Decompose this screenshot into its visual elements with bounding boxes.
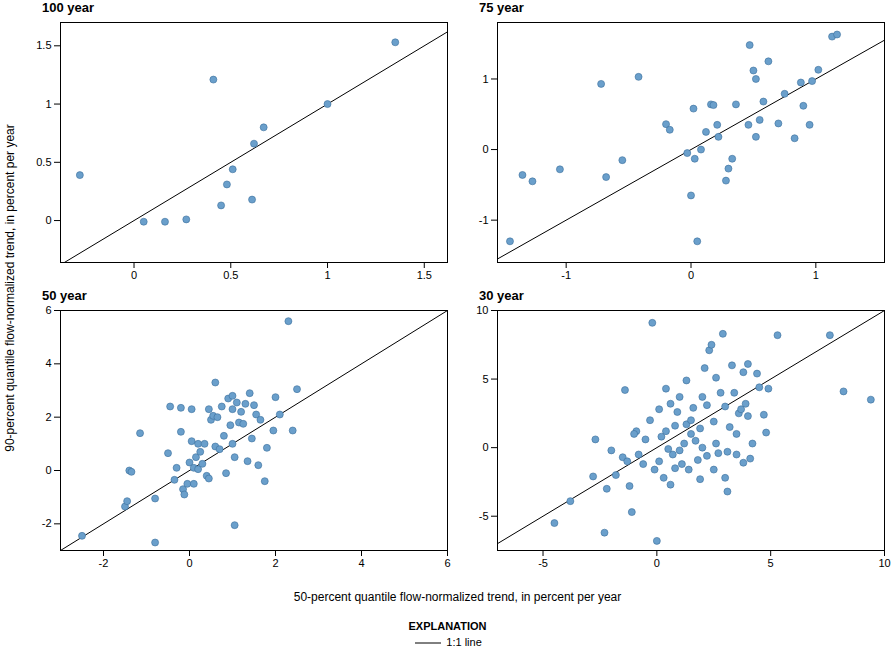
svg-text:0: 0: [654, 557, 660, 569]
svg-text:1: 1: [324, 269, 330, 281]
svg-text:-1: -1: [561, 269, 571, 281]
svg-text:0.5: 0.5: [223, 269, 238, 281]
html-text:50-percent quantile flow-norma: 50-percent quantile flow-normalized tren…: [293, 590, 622, 604]
svg-text:1: 1: [482, 72, 488, 84]
svg-text:0: 0: [45, 214, 51, 226]
html-text:30 year: 30 year: [479, 288, 524, 303]
svg-text:0: 0: [131, 269, 137, 281]
svg-text:0: 0: [688, 269, 694, 281]
svg-text:4: 4: [45, 357, 51, 369]
html-text:1:1 line: 1:1 line: [443, 636, 482, 648]
svg-text:0: 0: [45, 464, 51, 476]
svg-text:2: 2: [45, 411, 51, 423]
svg-text:-2: -2: [99, 557, 109, 569]
html-text:EXPLANATION: EXPLANATION: [408, 620, 487, 632]
svg-text:0: 0: [482, 441, 488, 453]
svg-text:-2: -2: [42, 517, 52, 529]
svg-text:6: 6: [444, 557, 450, 569]
svg-text:-1: -1: [479, 214, 489, 226]
svg-text:1: 1: [813, 269, 819, 281]
svg-text:0: 0: [482, 143, 488, 155]
svg-text:2: 2: [272, 557, 278, 569]
html-text:50 year: 50 year: [42, 288, 87, 303]
svg-text:-5: -5: [538, 557, 548, 569]
svg-text:10: 10: [476, 304, 488, 316]
svg-text:-5: -5: [479, 510, 489, 522]
html-text:90-percent quantile flow-norma: 90-percent quantile flow-normalized tren…: [3, 124, 17, 452]
html-text:100 year: 100 year: [42, 0, 95, 15]
svg-text:0.5: 0.5: [36, 156, 51, 168]
svg-text:1.5: 1.5: [417, 269, 432, 281]
svg-text:4: 4: [358, 557, 364, 569]
svg-text:5: 5: [768, 557, 774, 569]
svg-text:0: 0: [186, 557, 192, 569]
svg-text:10: 10: [878, 557, 890, 569]
html-text:75 year: 75 year: [479, 0, 524, 15]
svg-text:5: 5: [482, 373, 488, 385]
svg-text:1.5: 1.5: [36, 39, 51, 51]
svg-text:6: 6: [45, 304, 51, 316]
svg-text:1: 1: [45, 98, 51, 110]
